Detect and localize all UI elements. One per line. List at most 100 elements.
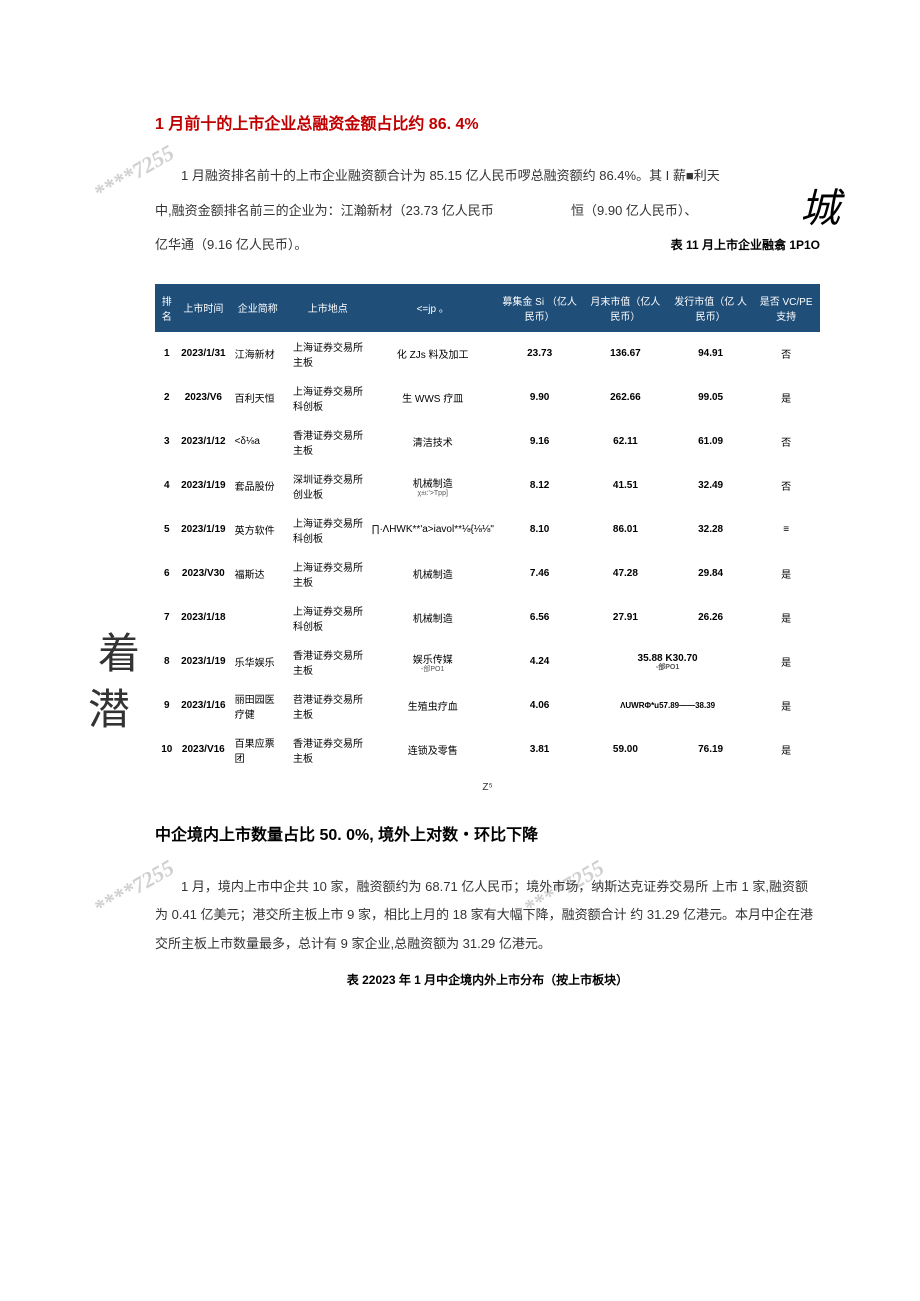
table-cell: 8.12 <box>497 464 583 508</box>
table-cell: 香港证券交易所主板 <box>287 420 369 464</box>
table-cell: 2023/1/18 <box>178 596 229 640</box>
table-cell: 2023/1/19 <box>178 640 229 684</box>
table-cell: 清洁技术 <box>369 420 497 464</box>
table-cell: 2023/1/31 <box>178 331 229 376</box>
col-industry: <=jp 。 <box>369 284 497 331</box>
table-cell: 2023/1/16 <box>178 684 229 728</box>
table-row: 62023/V30福斯达上海证券交易所主板机械制造7.4647.2829.84是 <box>156 552 820 596</box>
table-cell: 机械制造 <box>369 596 497 640</box>
table-cell: 丽田园医疗健 <box>229 684 287 728</box>
table-cell: 2023/1/19 <box>178 464 229 508</box>
table-cell: ≡ <box>753 508 820 552</box>
table-cell: ∏∙ΛHWK**'a>iavol**⅛{⅛⅛" <box>369 508 497 552</box>
col-date: 上市时间 <box>178 284 229 331</box>
table-cell: 35.88 K30.70-郃PO1 <box>582 640 752 684</box>
col-raise: 募集金 Si （亿人民币） <box>497 284 583 331</box>
table-cell: 2023/V6 <box>178 376 229 420</box>
table-cell: 27.91 <box>582 596 668 640</box>
table-row: 12023/1/31江海新材上海证券交易所主板化 ZJs 料及加工23.7313… <box>156 331 820 376</box>
table-cell: 否 <box>753 464 820 508</box>
table-cell: <δ⅛a <box>229 420 287 464</box>
table-cell: 86.01 <box>582 508 668 552</box>
table-cell: 32.28 <box>668 508 752 552</box>
table-cell: 23.73 <box>497 331 583 376</box>
table-cell: 1 <box>156 331 179 376</box>
table-cell: 2023/V30 <box>178 552 229 596</box>
table-cell: 41.51 <box>582 464 668 508</box>
table-cell: 是 <box>753 596 820 640</box>
table-cell: 2023/1/12 <box>178 420 229 464</box>
table-cell: 3 <box>156 420 179 464</box>
table-cell: 136.67 <box>582 331 668 376</box>
table-cell: 上海证券交易所主板 <box>287 552 369 596</box>
section1-para-line1: 1 月融资排名前十的上市企业融资额合计为 85.15 亿人民币啰总融资额约 86… <box>155 162 820 191</box>
table-cell: 深圳证券交易所创业板 <box>287 464 369 508</box>
table-row: 32023/1/12<δ⅛a香港证券交易所主板清洁技术9.1662.1161.0… <box>156 420 820 464</box>
table-row: 42023/1/19套品股份深圳证券交易所创业板机械制造χ±ι:'>Tpp]8.… <box>156 464 820 508</box>
table-row: 52023/1/19英方软件上海证券交易所科创板∏∙ΛHWK**'a>iavol… <box>156 508 820 552</box>
table-cell: 2 <box>156 376 179 420</box>
col-issuecap: 发行市值（亿 人民币） <box>668 284 752 331</box>
table-cell: 26.26 <box>668 596 752 640</box>
table-cell: 化 ZJs 料及加工 <box>369 331 497 376</box>
table-cell: 4 <box>156 464 179 508</box>
table-row: 22023/V6百利天恒上海证券交易所科创板生 WWS 疗皿9.90262.66… <box>156 376 820 420</box>
table-cell: 上海证券交易所科创板 <box>287 596 369 640</box>
table-cell: 上海证券交易所主板 <box>287 331 369 376</box>
table-cell: 娱乐传媒-郃PO1 <box>369 640 497 684</box>
table-cell: 62.11 <box>582 420 668 464</box>
col-vcpe: 是否 VC/PE 支持 <box>753 284 820 331</box>
table-cell: 8.10 <box>497 508 583 552</box>
table-cell: 苕港证券交易所主板 <box>287 684 369 728</box>
table-cell: 32.49 <box>668 464 752 508</box>
table-cell: 福斯达 <box>229 552 287 596</box>
table1-caption: 表 11 月上市企业融翕 1P1O <box>671 236 820 253</box>
table-cell: 10 <box>156 728 179 772</box>
table-cell: 4.06 <box>497 684 583 728</box>
ipo-top10-table: 排名 上市时间 企业简称 上市地点 <=jp 。 募集金 Si （亿人民币） 月… <box>155 284 820 772</box>
table-cell: 否 <box>753 420 820 464</box>
col-mktcap: 月末市值（亿人 民币） <box>582 284 668 331</box>
col-exchange: 上市地点 <box>287 284 369 331</box>
table-cell: 7.46 <box>497 552 583 596</box>
table-cell: 2023/1/19 <box>178 508 229 552</box>
table-cell: 生殖虫疗血 <box>369 684 497 728</box>
table-cell: 262.66 <box>582 376 668 420</box>
table-row: 82023/1/19乐华娱乐香港证券交易所主板娱乐传媒-郃PO14.2435.8… <box>156 640 820 684</box>
table-cell: 8 <box>156 640 179 684</box>
table-cell: 机械制造χ±ι:'>Tpp] <box>369 464 497 508</box>
table-cell: 47.28 <box>582 552 668 596</box>
table2-caption: 表 22023 年 1 月中企境内外上市分布（按上市板块） <box>155 971 820 988</box>
table-cell: 76.19 <box>668 728 752 772</box>
table-cell: 香港证券交易所主板 <box>287 728 369 772</box>
table-cell: 连锁及零售 <box>369 728 497 772</box>
table-cell: 否 <box>753 331 820 376</box>
table-cell: 生 WWS 疗皿 <box>369 376 497 420</box>
table-cell: 99.05 <box>668 376 752 420</box>
table-cell: 机械制造 <box>369 552 497 596</box>
table-cell: 上海证券交易所科创板 <box>287 376 369 420</box>
table-cell: 3.81 <box>497 728 583 772</box>
table-cell: 9.90 <box>497 376 583 420</box>
table-header-row: 排名 上市时间 企业简称 上市地点 <=jp 。 募集金 Si （亿人民币） 月… <box>156 284 820 331</box>
para-part-b: 中,融资金额排名前三的企业为：江瀚新材（23.73 亿人民币 <box>155 203 494 218</box>
table-cell: 61.09 <box>668 420 752 464</box>
table-cell <box>229 596 287 640</box>
section2-heading: 中企境内上市数量占比 50. 0%, 境外上对数・环比下降 <box>155 821 820 845</box>
section1-heading: 1 月前十的上市企业总融资金额占比约 86. 4% <box>155 110 820 134</box>
table-cell: 29.84 <box>668 552 752 596</box>
table-cell: 2023/V16 <box>178 728 229 772</box>
footnote-z5: Z⁵ <box>155 782 820 793</box>
table-row: 92023/1/16丽田园医疗健苕港证券交易所主板生殖虫疗血4.06ΛUWRΦ*… <box>156 684 820 728</box>
table-cell: 是 <box>753 376 820 420</box>
table-cell: 是 <box>753 684 820 728</box>
para-part-c: 恒（9.90 亿人民币）、 <box>571 203 697 218</box>
table-cell: 乐华娱乐 <box>229 640 287 684</box>
table-cell: 94.91 <box>668 331 752 376</box>
table-cell: 9.16 <box>497 420 583 464</box>
table-cell: 套品股份 <box>229 464 287 508</box>
table-cell: 6.56 <box>497 596 583 640</box>
table-cell: 7 <box>156 596 179 640</box>
table-cell: 59.00 <box>582 728 668 772</box>
section1-para-line2: 中,融资金额排名前三的企业为：江瀚新材（23.73 亿人民币 恒（9.90 亿人… <box>155 197 820 226</box>
